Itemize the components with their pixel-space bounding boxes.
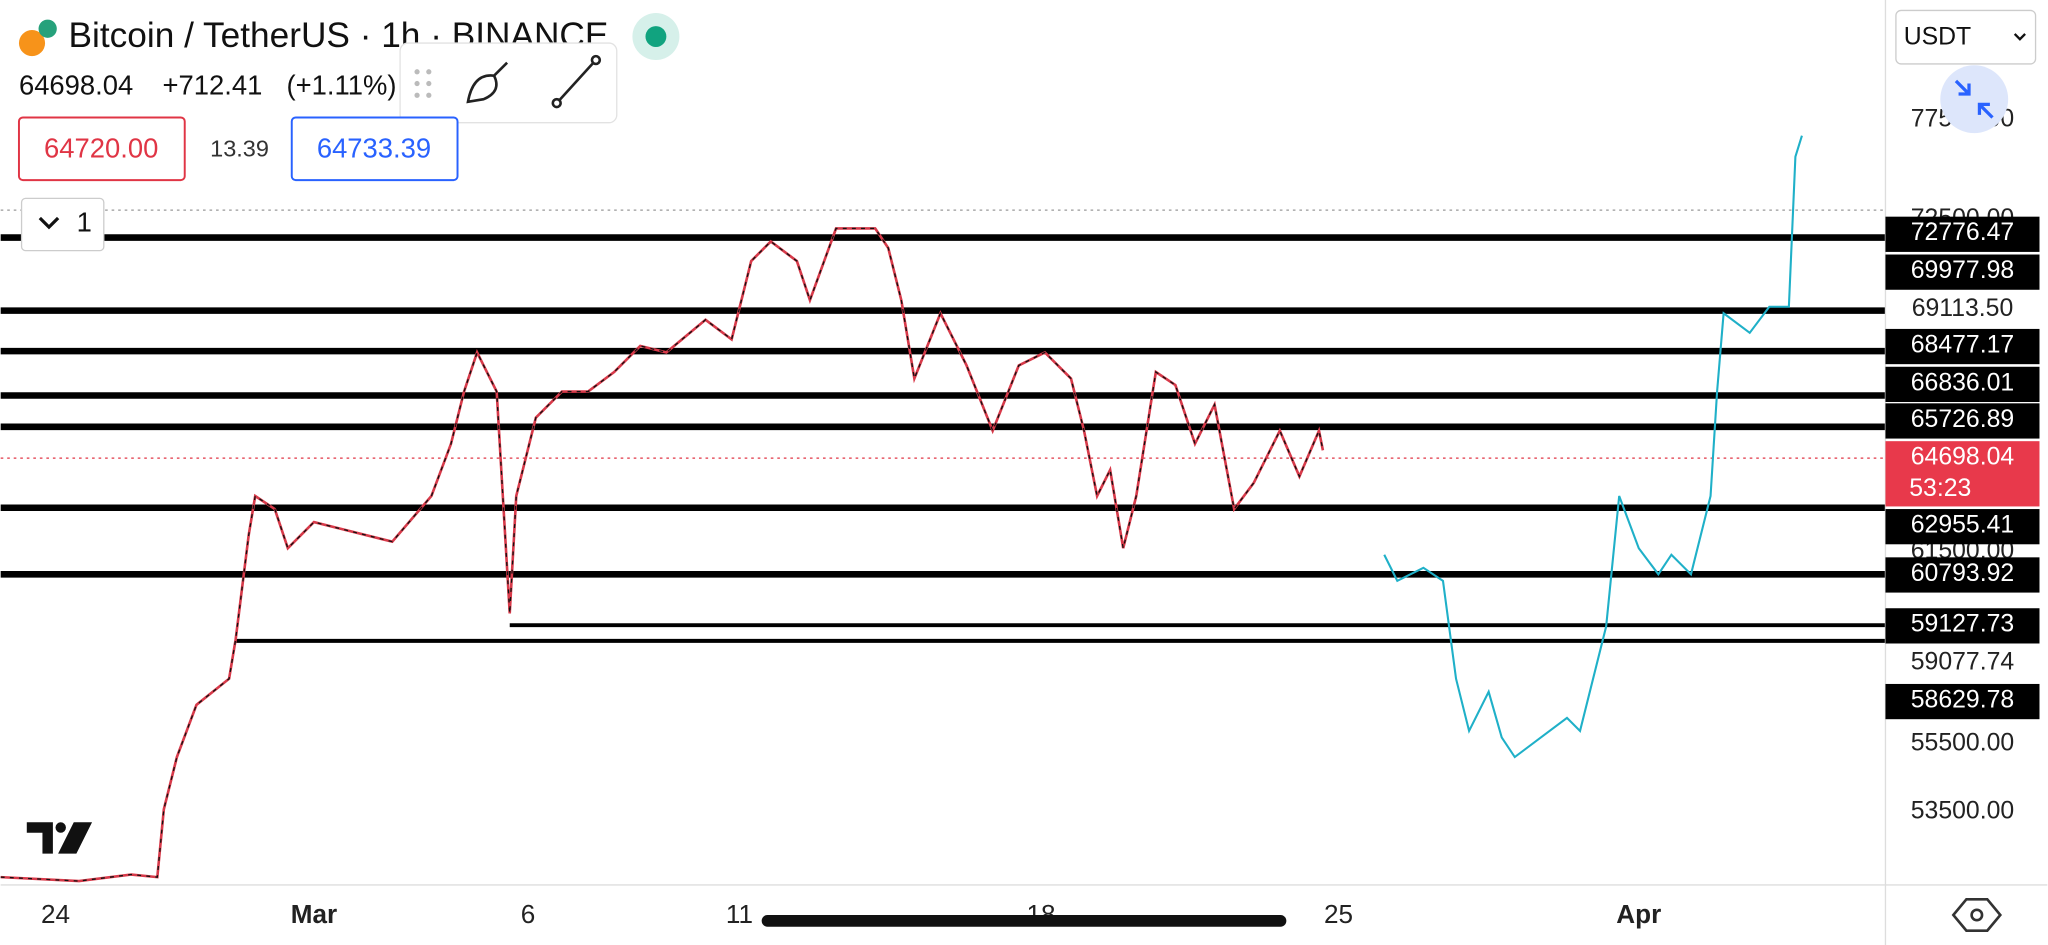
level-lines: [0, 234, 1886, 643]
price-label: 55500.00: [1911, 730, 2014, 757]
level-label: 58629.78: [1911, 686, 2014, 713]
sell-price: 64720.00: [44, 132, 158, 163]
level-label: 65726.89: [1911, 406, 2014, 433]
currency-select[interactable]: [1895, 9, 2037, 65]
line-tool[interactable]: [551, 54, 602, 109]
current-price-box: [1885, 441, 2040, 507]
layers-count: 1: [77, 207, 92, 238]
level-label: 62955.41: [1911, 512, 2014, 539]
time-label: Mar: [291, 899, 337, 929]
level-label: 66836.01: [1911, 369, 2014, 396]
time-label: Apr: [1616, 899, 1661, 929]
buy-button[interactable]: [290, 116, 459, 182]
price-change-pct: (+1.11%): [287, 70, 397, 101]
level-box: [1885, 216, 2040, 252]
tradingview-logo: [26, 822, 93, 854]
chevron: [38, 216, 60, 230]
level-box: [1885, 557, 2040, 593]
level-box: [1885, 403, 2040, 439]
layers-toggle[interactable]: [20, 197, 105, 252]
scrollbar[interactable]: [761, 914, 1287, 927]
market-status-dot: [645, 26, 667, 47]
time-label: 6: [521, 899, 536, 929]
settings-icon[interactable]: [1951, 898, 2003, 932]
level-box: [1885, 366, 2040, 403]
price-wicks: [0, 227, 1324, 882]
btc-icon: [18, 30, 46, 57]
brush-tool[interactable]: [466, 61, 509, 104]
drawing-toolbar: [399, 42, 618, 124]
level-box: [1885, 608, 2040, 644]
time-label: 24: [41, 899, 70, 929]
last-price: 64698.04: [19, 70, 133, 101]
level-box: [1885, 683, 2040, 720]
price-change: +712.41: [163, 70, 263, 101]
level-box: [1885, 328, 2040, 365]
time-axis: 24 Mar 6 11 18 25 Apr: [41, 899, 1661, 929]
spread: 13.39: [210, 135, 269, 161]
level-box: [1885, 509, 2040, 545]
buy-price: 64733.39: [317, 132, 431, 163]
usdt-icon: [38, 19, 57, 38]
level-label: 59077.74: [1911, 649, 2015, 676]
level-label: 69977.98: [1911, 257, 2014, 284]
collapse-button[interactable]: [1940, 65, 2009, 134]
price-label: 53500.00: [1911, 797, 2014, 824]
level-label: 72776.47: [1911, 219, 2014, 246]
level-label: 60793.92: [1911, 560, 2014, 587]
level-label: 59127.73: [1911, 611, 2014, 638]
current-price: 64698.04: [1911, 444, 2015, 471]
button-bg: [1940, 65, 2009, 134]
countdown: 53:23: [1909, 475, 1971, 502]
level-labels: 72776.47 69977.98 69113.50 68477.17 66836.01…: [1885, 216, 2040, 720]
time-label: 11: [726, 899, 753, 929]
time-label: 25: [1324, 899, 1353, 929]
level-label: 68477.17: [1911, 331, 2014, 358]
sell-button[interactable]: [17, 116, 186, 182]
level-label: 69113.50: [1912, 295, 2014, 322]
forecast-drawing[interactable]: [1383, 135, 1803, 759]
currency: USDT: [1904, 23, 1971, 50]
level-box: [1885, 254, 2040, 290]
button-icon: [1954, 79, 1994, 119]
select-arrow: [2013, 33, 2026, 41]
